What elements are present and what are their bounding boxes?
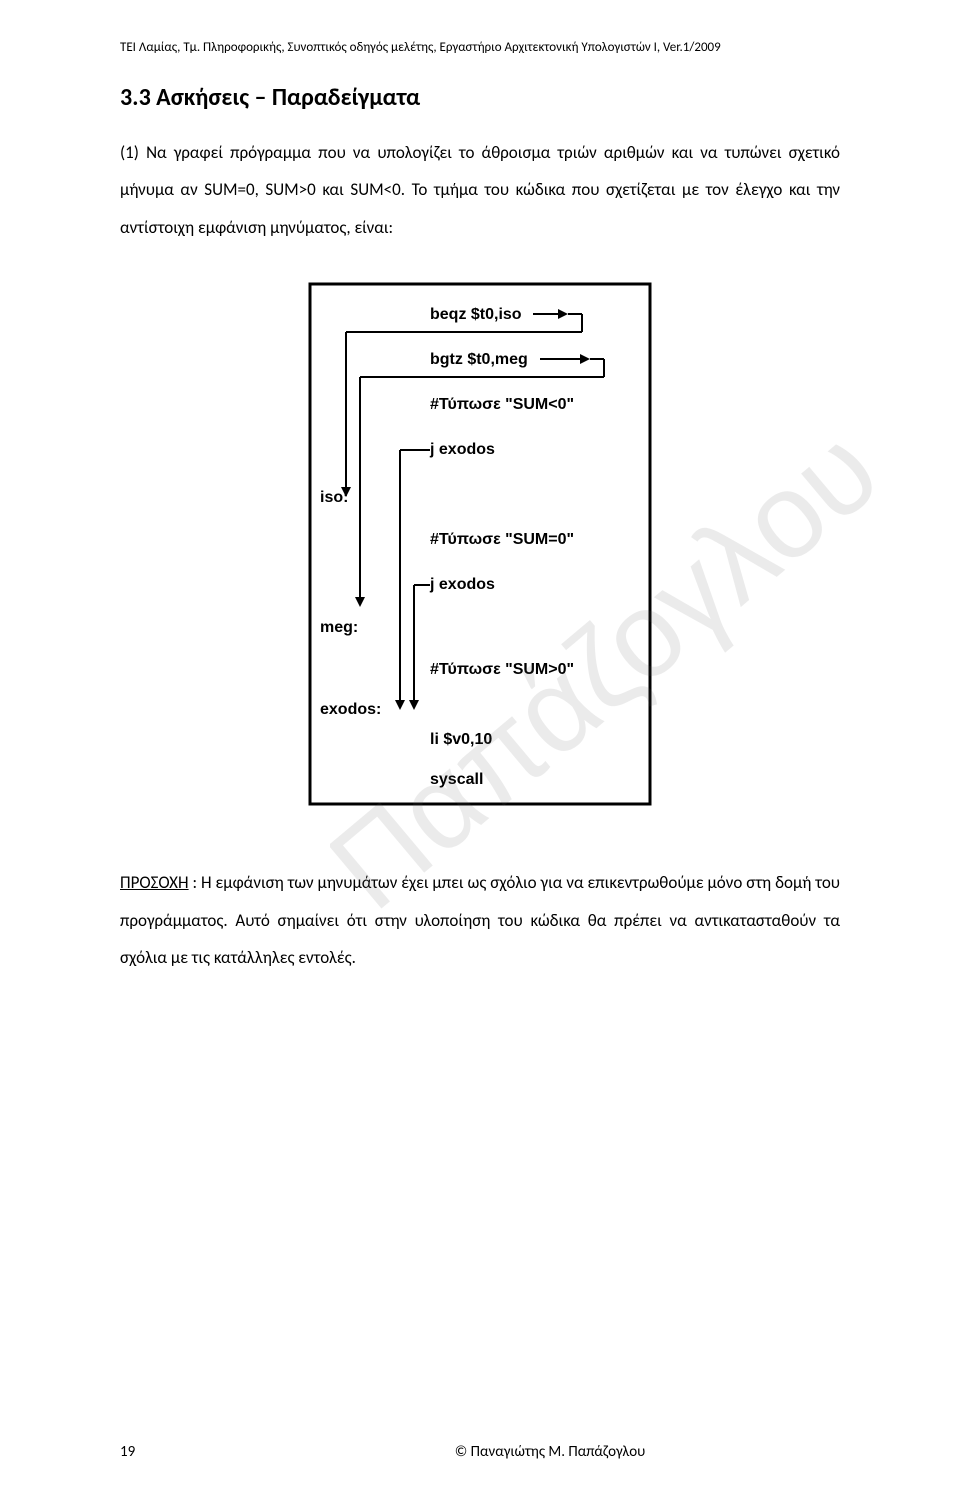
note-body: : Η εμφάνιση των μηνυμάτων έχει μπει ως … [120,872,840,968]
page-footer: 19 © Παναγιώτης Μ. Παπάζογλου [120,1443,840,1461]
svg-text:syscall: syscall [430,771,483,788]
page-number: 19 [120,1443,260,1461]
svg-text:bgtz $t0,meg: bgtz $t0,meg [430,351,528,368]
page-header: ΤΕΙ Λαμίας, Τμ. Πληροφορικής, Συνοπτικός… [120,40,840,55]
section-title: 3.3 Ασκήσεις – Παραδείγματα [120,83,840,112]
svg-text:#Τύπωσε "SUM>0": #Τύπωσε "SUM>0" [430,661,574,678]
svg-text:j exodos: j exodos [429,441,495,458]
svg-text:#Τύπωσε "SUM<0": #Τύπωσε "SUM<0" [430,396,574,413]
flow-diagram: beqz $t0,iso bgtz $t0,meg #Τύπωσε "SUM<0" j… [300,274,660,814]
note-prefix: ΠΡΟΣΟΧΗ [120,872,189,893]
copyright: © Παναγιώτης Μ. Παπάζογλου [260,1443,840,1461]
svg-text:j exodos: j exodos [429,576,495,593]
exercise-text: (1) Να γραφεί πρόγραμμα που να υπολογίζε… [120,134,840,246]
svg-text:exodos:: exodos: [320,701,381,718]
svg-text:#Τύπωσε "SUM=0": #Τύπωσε "SUM=0" [430,531,574,548]
svg-text:li $v0,10: li $v0,10 [430,731,492,748]
document-page: Παπάζογλου ΤΕΙ Λαμίας, Τμ. Πληροφορικής,… [0,0,960,1501]
note-text: ΠΡΟΣΟΧΗ : Η εμφάνιση των μηνυμάτων έχει … [120,864,840,976]
svg-text:meg:: meg: [320,619,358,636]
svg-text:beqz $t0,iso: beqz $t0,iso [430,306,522,323]
